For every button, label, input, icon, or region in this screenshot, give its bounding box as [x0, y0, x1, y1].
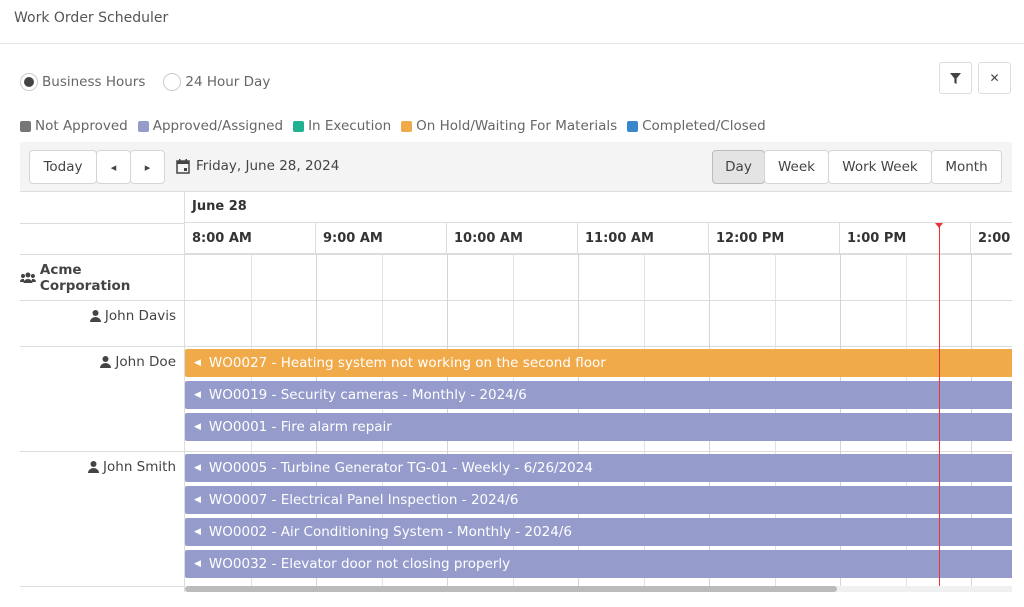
next-button[interactable]: ▸: [130, 150, 165, 184]
current-time-indicator: [939, 223, 940, 587]
legend-swatch: [20, 120, 31, 132]
event-label: WO0032 - Elevator door not closing prope…: [208, 556, 511, 572]
event-label: WO0019 - Security cameras - Monthly - 20…: [208, 387, 527, 403]
continues-left-icon: ◀: [194, 559, 201, 569]
hour-header: 10:00 AM: [447, 223, 578, 254]
resource-row-label: John Davis: [89, 308, 176, 324]
legend-swatch: [627, 120, 639, 132]
legend-item: Approved/Assigned: [137, 118, 284, 134]
work-order-event[interactable]: ◀ WO0019 - Security cameras - Monthly - 2…: [185, 381, 1012, 409]
legend-label: Not Approved: [35, 118, 128, 134]
resource-name: John Smith: [103, 459, 176, 475]
event-label: WO0001 - Fire alarm repair: [208, 419, 392, 435]
hour-header: 9:00 AM: [316, 223, 447, 254]
radio-24-hour-day[interactable]: 24 Hour Day: [163, 73, 270, 91]
scheduler-grid: Acme Corporation John Davis John Doe John S…: [20, 192, 1012, 592]
legend-swatch: [293, 120, 305, 132]
prev-button[interactable]: ◂: [96, 150, 131, 184]
event-label: WO0002 - Air Conditioning System - Month…: [208, 524, 572, 540]
radio-label: Business Hours: [42, 74, 146, 90]
legend-swatch: [401, 120, 413, 132]
filter-button[interactable]: [939, 62, 972, 94]
continues-left-icon: ◀: [194, 527, 201, 537]
user-icon: [88, 461, 100, 473]
legend-label: Approved/Assigned: [152, 118, 284, 134]
radio-unselected-icon[interactable]: [163, 73, 182, 91]
hour-header: 1:00 PM: [840, 223, 971, 254]
legend-item: Not Approved: [20, 118, 128, 134]
event-label: WO0027 - Heating system not working on t…: [208, 355, 606, 371]
legend-label: Completed/Closed: [642, 118, 766, 134]
view-work-week-button[interactable]: Work Week: [828, 150, 932, 184]
work-order-event[interactable]: ◀ WO0027 - Heating system not working on …: [185, 349, 1012, 377]
continues-left-icon: ◀: [194, 390, 201, 400]
legend-swatch: [137, 120, 149, 132]
resource-name: John Doe: [115, 354, 176, 370]
event-label: WO0005 - Turbine Generator TG-01 - Weekl…: [208, 460, 593, 476]
today-button[interactable]: Today: [29, 150, 97, 184]
work-order-event[interactable]: ◀ WO0007 - Electrical Panel Inspection - …: [185, 486, 1012, 514]
resource-row-label: John Doe: [100, 354, 176, 370]
timeline: June 28 8:00 AM 9:00 AM 10:00 AM 11:00 AM 12…: [184, 192, 1012, 592]
continues-left-icon: ◀: [194, 358, 201, 368]
scheduler-toolbar: Today ◂ ▸ Friday, June 28, 2024 Day Week…: [20, 142, 1012, 192]
current-date: Friday, June 28, 2024: [196, 158, 340, 174]
horizontal-scrollbar[interactable]: [185, 586, 1012, 592]
event-label: WO0007 - Electrical Panel Inspection - 2…: [208, 492, 519, 508]
hour-header: 11:00 AM: [578, 223, 709, 254]
view-day-button[interactable]: Day: [712, 150, 765, 184]
continues-left-icon: ◀: [194, 495, 201, 505]
legend-item: Completed/Closed: [627, 118, 766, 134]
day-header: June 28: [185, 192, 1012, 223]
hour-header: 12:00 PM: [709, 223, 840, 254]
hour-header: 2:00 PM: [971, 223, 1012, 254]
hours-mode-group: Business Hours 24 Hour Day: [20, 73, 280, 91]
legend-item: In Execution: [293, 118, 391, 134]
resource-name: Acme Corporation: [39, 262, 131, 294]
continues-left-icon: ◀: [194, 422, 201, 432]
scrollbar-thumb[interactable]: [185, 586, 837, 592]
close-icon: ✕: [989, 71, 1000, 85]
work-order-event[interactable]: ◀ WO0005 - Turbine Generator TG-01 - Week…: [185, 454, 1012, 482]
status-legend: Not Approved Approved/Assigned In Executio…: [20, 118, 766, 134]
resource-row-label: John Smith: [88, 459, 176, 475]
current-time-marker-icon: [935, 223, 943, 228]
resource-name: John Davis: [104, 308, 176, 324]
legend-label: On Hold/Waiting For Materials: [416, 118, 618, 134]
calendar-icon: [176, 158, 190, 174]
radio-selected-icon[interactable]: [20, 73, 38, 91]
legend-item: On Hold/Waiting For Materials: [401, 118, 617, 134]
user-icon: [100, 356, 112, 368]
close-button[interactable]: ✕: [978, 62, 1011, 94]
view-month-button[interactable]: Month: [931, 150, 1002, 184]
resource-row-label: Acme Corporation: [20, 262, 176, 294]
continues-left-icon: ◀: [194, 463, 201, 473]
hour-header: 8:00 AM: [185, 223, 316, 254]
work-order-event[interactable]: ◀ WO0032 - Elevator door not closing prop…: [185, 550, 1012, 578]
radio-business-hours[interactable]: Business Hours: [20, 73, 145, 91]
window-title: Work Order Scheduler: [0, 0, 1024, 44]
users-icon: [20, 272, 36, 283]
work-order-event[interactable]: ◀ WO0001 - Fire alarm repair: [185, 413, 1012, 441]
work-order-event[interactable]: ◀ WO0002 - Air Conditioning System - Mont…: [185, 518, 1012, 546]
legend-label: In Execution: [308, 118, 392, 134]
date-picker[interactable]: Friday, June 28, 2024: [176, 158, 339, 174]
user-icon: [89, 310, 101, 322]
view-week-button[interactable]: Week: [764, 150, 829, 184]
radio-label: 24 Hour Day: [185, 74, 271, 90]
filter-icon: [950, 72, 961, 84]
